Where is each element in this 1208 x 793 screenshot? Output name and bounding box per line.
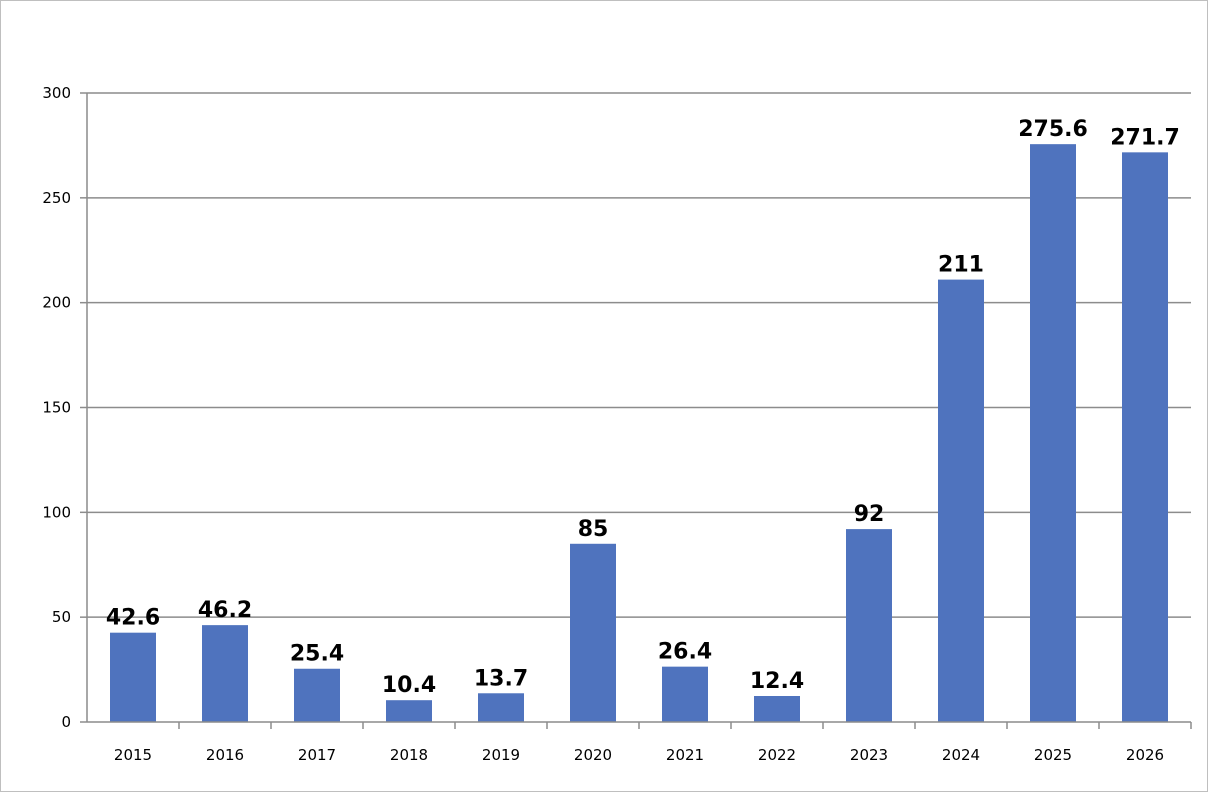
x-tick-label: 2026 — [1126, 746, 1164, 764]
x-tick-labels: 2015 2016 2017 2018 2019 2020 2021 2022 2023 2024… — [114, 746, 1164, 764]
bar-2015 — [110, 632, 156, 722]
y-tick-label: 50 — [52, 608, 71, 626]
data-label-2015: 42.6 — [106, 606, 160, 631]
x-tick-label: 2018 — [390, 746, 428, 764]
data-label-2023: 92 — [854, 502, 885, 527]
x-tick-label: 2015 — [114, 746, 152, 764]
y-tick-label: 300 — [42, 84, 71, 102]
x-tick-label: 2020 — [574, 746, 612, 764]
y-tick-label: 100 — [42, 503, 71, 521]
y-tick-label: 150 — [42, 399, 71, 417]
x-tick-label: 2023 — [850, 746, 888, 764]
bar-2022 — [754, 696, 800, 722]
axes — [86, 93, 1191, 723]
bar-2026 — [1122, 152, 1168, 722]
bar-2019 — [478, 693, 524, 722]
y-tick-label: 250 — [42, 189, 71, 207]
data-label-2019: 13.7 — [474, 666, 528, 691]
data-label-2018: 10.4 — [382, 673, 436, 698]
bar-2018 — [386, 700, 432, 722]
y-tick-label: 0 — [61, 713, 71, 731]
bar-2025 — [1030, 144, 1076, 722]
bar-2020 — [570, 543, 616, 722]
data-label-2017: 25.4 — [290, 642, 344, 667]
x-tick-label: 2016 — [206, 746, 244, 764]
data-label-2025: 275.6 — [1018, 117, 1088, 142]
bar-2017 — [294, 668, 340, 722]
data-label-2016: 46.2 — [198, 598, 252, 623]
x-tick-label: 2019 — [482, 746, 520, 764]
y-tick-labels: 0 50 100 150 200 250 300 — [42, 84, 71, 731]
bar-2016 — [202, 625, 248, 722]
data-label-2024: 211 — [938, 253, 984, 278]
data-label-2022: 12.4 — [750, 669, 804, 694]
data-label-2026: 271.7 — [1110, 125, 1180, 150]
gridlines — [80, 92, 1192, 729]
bar-2024 — [938, 279, 984, 722]
y-tick-label: 200 — [42, 294, 71, 312]
x-tick-label: 2025 — [1034, 746, 1072, 764]
bar-2021 — [662, 666, 708, 722]
bars — [110, 144, 1168, 722]
x-tick-label: 2017 — [298, 746, 336, 764]
data-label-2020: 85 — [578, 517, 609, 542]
x-tick-label: 2024 — [942, 746, 980, 764]
x-tick-label: 2021 — [666, 746, 704, 764]
data-labels: 42.6 46.2 25.4 10.4 13.7 85 26.4 12.4 92 211 275.6… — [106, 117, 1180, 698]
data-label-2021: 26.4 — [658, 640, 712, 665]
x-tick-label: 2022 — [758, 746, 796, 764]
bar-2023 — [846, 529, 892, 722]
